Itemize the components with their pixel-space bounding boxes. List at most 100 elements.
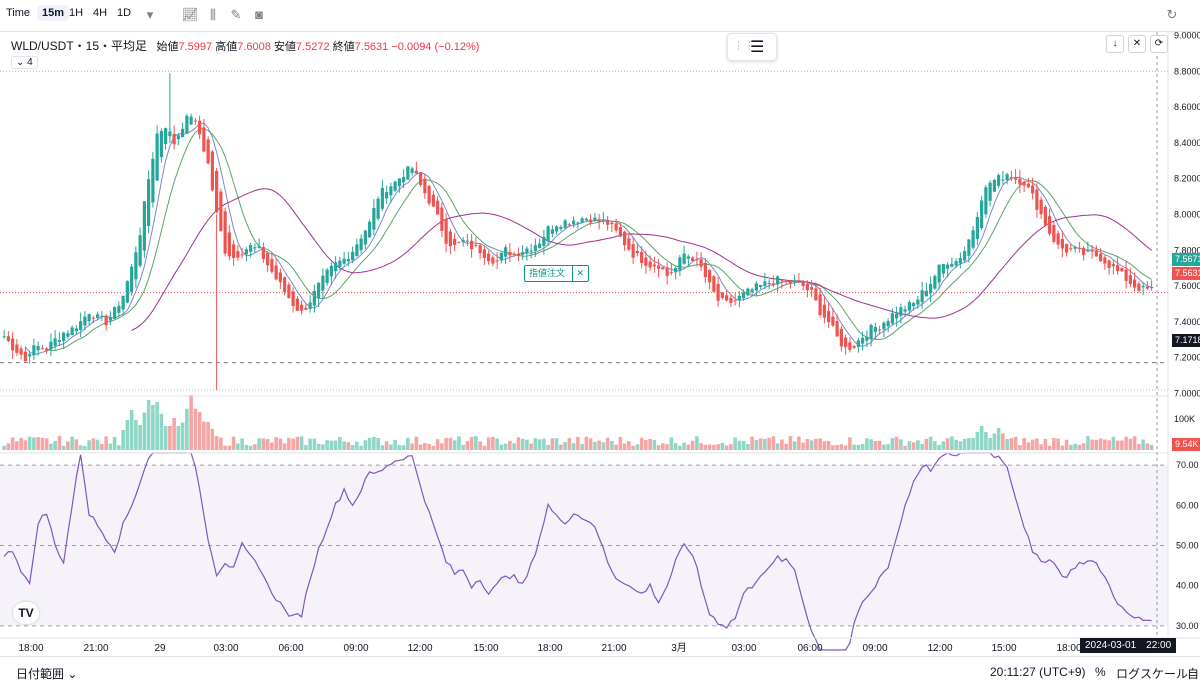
volume-bar: [533, 438, 538, 450]
volume-bar: [427, 443, 431, 450]
volume-bar: [78, 445, 83, 450]
interval-4h[interactable]: 4H: [93, 7, 108, 19]
candle-body: [461, 239, 465, 243]
floating-tool-panel[interactable]: ⋮⋮ ☰: [727, 33, 777, 61]
volume-bar: [308, 438, 312, 450]
volume-bar: [244, 444, 249, 450]
time-tick-label: 3月: [671, 642, 687, 654]
clock-label[interactable]: 20:11:27 (UTC+9): [990, 665, 1086, 679]
candle-body: [980, 200, 984, 228]
volume-bar: [295, 436, 300, 450]
price-tick-label: 8.4000: [1174, 138, 1200, 148]
candle-body: [1001, 179, 1005, 181]
candle-body: [219, 191, 223, 232]
volume-bar: [70, 436, 74, 450]
volume-bar: [74, 439, 79, 450]
volume-bar: [962, 438, 967, 450]
volume-bar: [359, 445, 363, 450]
candle-body: [984, 187, 988, 215]
candle-body: [19, 348, 23, 355]
limit-order-button[interactable]: 指値注文 ✕: [524, 265, 590, 282]
candle-body: [74, 328, 78, 332]
line-chart-icon[interactable]: 📈︎: [181, 7, 199, 22]
volume-bar: [346, 442, 351, 450]
indicator-toggle[interactable]: ⌄ 4: [11, 56, 38, 69]
candle-body: [788, 280, 792, 284]
tradingview-logo[interactable]: TV: [13, 602, 39, 624]
volume-bar: [1115, 440, 1120, 450]
volume-bar: [818, 438, 822, 450]
volume-bar: [665, 444, 669, 450]
volume-bar: [856, 444, 861, 450]
volume-bar: [801, 442, 805, 450]
volume-bar: [928, 436, 933, 450]
collapse-icon[interactable]: ✕: [1128, 35, 1146, 53]
candle-body: [261, 247, 265, 260]
volume-bar: [185, 408, 189, 450]
indicator-count: 4: [27, 57, 33, 68]
price-tick-label: 7.0000: [1174, 388, 1200, 398]
volume-bar: [1013, 436, 1018, 450]
candle-body: [142, 201, 146, 251]
percent-toggle[interactable]: %: [1095, 665, 1106, 679]
volume-bar: [588, 438, 593, 450]
volume-bar: [163, 426, 168, 450]
volume-bar: [882, 444, 886, 450]
interval-1d[interactable]: 1D: [117, 7, 132, 19]
compare-icon[interactable]: ⫼: [210, 7, 216, 22]
volume-bar: [410, 443, 414, 450]
candle-body: [117, 305, 121, 313]
volume-bar: [125, 420, 130, 450]
volume-bar: [712, 444, 716, 450]
interval-15m[interactable]: 15m: [37, 5, 70, 21]
candle-body: [929, 283, 933, 294]
volume-bar: [933, 441, 937, 450]
refresh-icon[interactable]: ↻: [1166, 7, 1178, 22]
volume-bar: [911, 442, 916, 450]
volume-bar: [673, 443, 678, 450]
candle-body: [1090, 250, 1094, 252]
date-range-button[interactable]: 日付範囲 ⌄: [16, 667, 78, 681]
volume-bar: [274, 437, 278, 450]
time-tick-label: 15:00: [473, 643, 498, 654]
candle-body: [967, 239, 971, 256]
volume-bar: [287, 437, 291, 450]
camera-icon[interactable]: ◙: [255, 7, 263, 22]
volume-bar: [146, 400, 151, 450]
volume-bar: [597, 440, 601, 450]
candle-body: [193, 120, 197, 122]
candle-body: [66, 333, 70, 337]
close-icon[interactable]: ✕: [571, 266, 584, 281]
symbol-label[interactable]: WLD/USDT・15・平均足: [11, 39, 148, 53]
candle-body: [482, 249, 486, 259]
candle-body: [1056, 233, 1060, 245]
candle-body: [372, 207, 376, 230]
volume-bar: [771, 436, 776, 450]
auto-scale-toggle[interactable]: 自: [1187, 667, 1200, 681]
object-tree-icon[interactable]: ☰: [750, 39, 765, 56]
time-tick-label: 03:00: [213, 643, 238, 654]
volume-bar: [1137, 444, 1141, 450]
reload-icon[interactable]: ⟳: [1150, 35, 1168, 53]
volume-bar: [1073, 443, 1077, 450]
draw-pencil-icon[interactable]: ✎: [230, 7, 242, 22]
volume-bar: [869, 439, 873, 450]
interval-1h[interactable]: 1H: [69, 7, 84, 19]
volume-bar: [155, 402, 159, 450]
candle-body: [1145, 286, 1149, 289]
candle-body: [665, 268, 669, 276]
candle-body: [15, 344, 19, 353]
price-chart[interactable]: 9.0000 8.8000 8.6000 8.4000 8.2000 8.0000 7.80…: [0, 32, 1200, 656]
candle-body: [1077, 247, 1081, 249]
candle-body: [1069, 248, 1073, 250]
volume-bar: [537, 439, 542, 450]
volume-bar: [355, 441, 359, 450]
volume-bar: [104, 436, 108, 450]
candle-body: [793, 280, 797, 283]
arrow-down-icon[interactable]: ↓: [1106, 35, 1124, 53]
volume-bar: [967, 438, 971, 450]
volume-bar: [890, 438, 895, 450]
chevron-down-icon[interactable]: ▾: [146, 7, 154, 22]
log-scale-toggle[interactable]: ログスケール: [1116, 667, 1189, 681]
drag-handle-icon[interactable]: ⋮⋮: [733, 40, 755, 52]
